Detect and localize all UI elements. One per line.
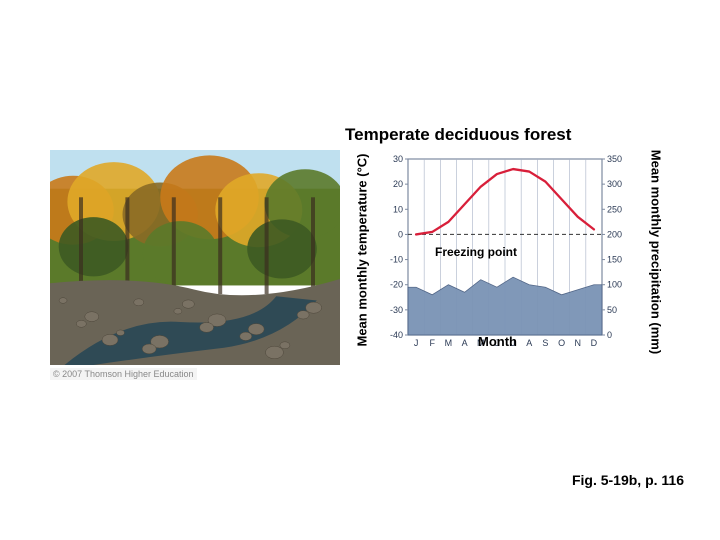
svg-text:10: 10 — [393, 204, 403, 214]
svg-text:-10: -10 — [390, 255, 403, 265]
y-axis-right-label: Mean monthly precipitation (mm) — [649, 150, 664, 354]
svg-text:100: 100 — [607, 280, 622, 290]
svg-text:M: M — [445, 338, 453, 348]
chart-title: Temperate deciduous forest — [345, 125, 571, 145]
svg-text:N: N — [575, 338, 582, 348]
svg-text:A: A — [462, 338, 468, 348]
svg-text:350: 350 — [607, 154, 622, 164]
svg-text:-20: -20 — [390, 280, 403, 290]
svg-text:20: 20 — [393, 179, 403, 189]
svg-text:A: A — [526, 338, 532, 348]
svg-text:0: 0 — [607, 330, 612, 340]
svg-text:-30: -30 — [390, 305, 403, 315]
svg-text:50: 50 — [607, 305, 617, 315]
freezing-point-label: Freezing point — [435, 245, 517, 259]
svg-text:0: 0 — [398, 229, 403, 239]
svg-text:200: 200 — [607, 229, 622, 239]
svg-text:-40: -40 — [390, 330, 403, 340]
copyright-text: © 2007 Thomson Higher Education — [50, 368, 197, 380]
svg-text:30: 30 — [393, 154, 403, 164]
figure-reference: Fig. 5-19b, p. 116 — [572, 472, 684, 488]
svg-text:300: 300 — [607, 179, 622, 189]
svg-text:J: J — [414, 338, 419, 348]
svg-text:S: S — [542, 338, 548, 348]
svg-text:O: O — [558, 338, 565, 348]
forest-photo — [50, 150, 340, 365]
svg-text:150: 150 — [607, 255, 622, 265]
slide: Temperate deciduous forest © 2007 Thomso… — [0, 0, 720, 540]
svg-text:250: 250 — [607, 204, 622, 214]
y-axis-left-label: Mean monthly temperature (°C) — [355, 153, 370, 346]
x-axis-label: Month — [478, 334, 517, 349]
svg-text:F: F — [430, 338, 436, 348]
svg-text:D: D — [591, 338, 598, 348]
forest-photo-svg — [50, 150, 340, 365]
